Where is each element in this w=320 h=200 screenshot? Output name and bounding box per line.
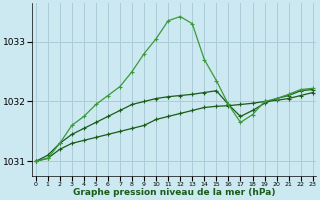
X-axis label: Graphe pression niveau de la mer (hPa): Graphe pression niveau de la mer (hPa)	[73, 188, 276, 197]
